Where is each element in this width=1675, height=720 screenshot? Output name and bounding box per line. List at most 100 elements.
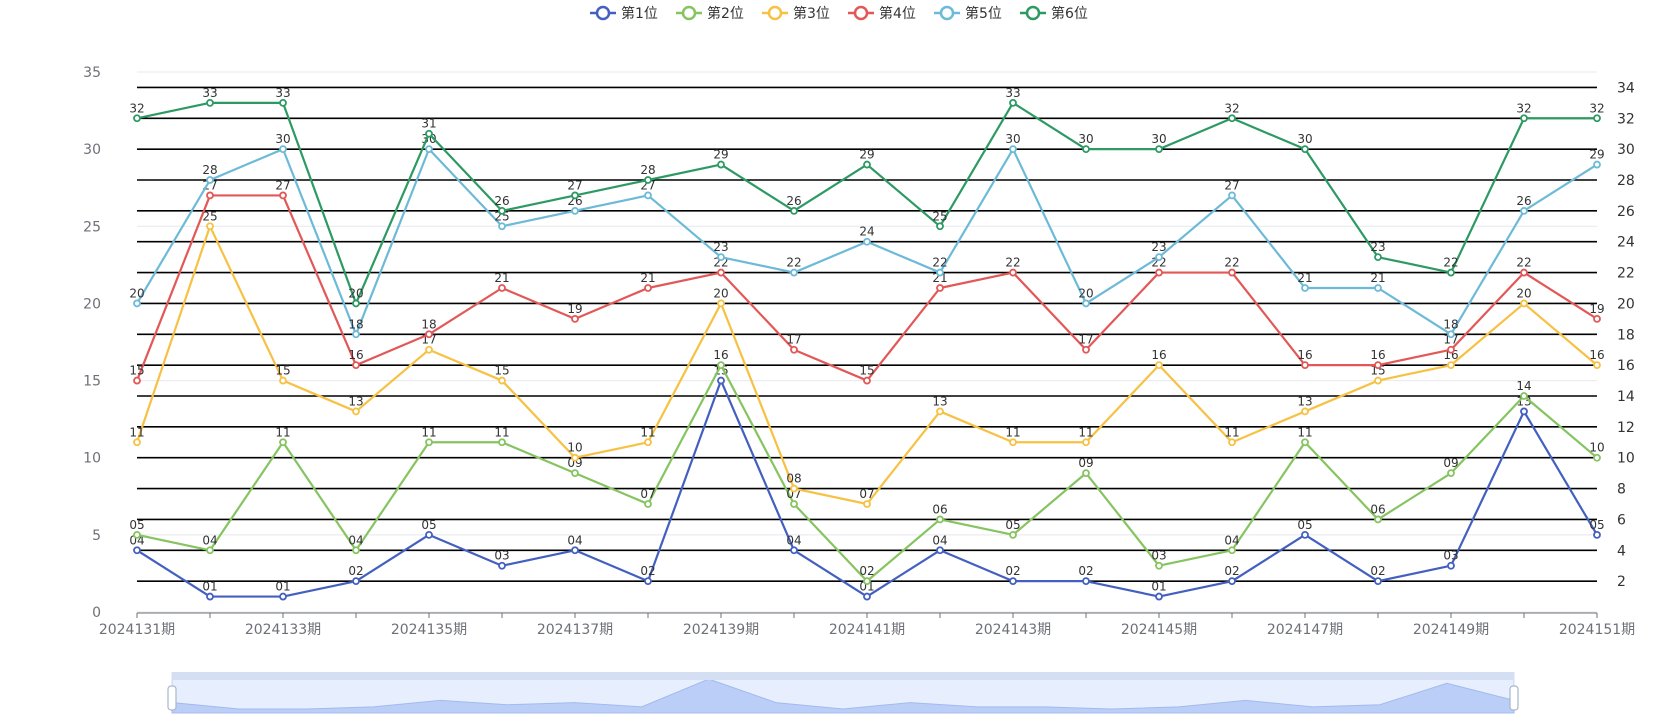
data-point[interactable] [206,592,214,601]
data-point[interactable] [1155,561,1163,570]
data-point[interactable] [1228,191,1236,200]
data-point[interactable] [1155,253,1163,262]
data-point[interactable] [936,284,944,292]
data-point[interactable] [498,376,506,385]
legend[interactable]: 第1位 第2位 第3位 第4位 第5位 第6位 [590,5,1088,22]
data-point[interactable] [790,206,798,215]
data-point[interactable] [279,191,287,200]
data-point[interactable] [352,577,360,586]
data-point[interactable] [1082,145,1090,154]
zoom-move-handle[interactable] [172,672,1514,680]
data-point[interactable] [279,145,287,154]
data-point[interactable] [644,191,652,200]
data-point[interactable] [206,98,214,107]
data-zoom-slider[interactable] [167,672,1519,714]
data-point[interactable] [1374,376,1382,385]
data-point[interactable] [1593,453,1601,462]
data-point[interactable] [717,253,725,262]
data-point[interactable] [498,206,506,215]
data-point[interactable] [498,222,506,231]
data-point[interactable] [1301,361,1309,370]
legend-item[interactable]: 第3位 [762,5,830,22]
data-point[interactable] [206,546,214,555]
data-point[interactable] [1009,438,1017,447]
data-point[interactable] [1228,438,1236,447]
data-point[interactable] [1593,530,1601,539]
data-point[interactable] [1593,314,1601,323]
data-point[interactable] [133,376,141,385]
data-point[interactable] [1228,268,1236,277]
data-point[interactable] [644,438,652,447]
data-point[interactable] [863,592,871,601]
data-point[interactable] [1520,392,1528,400]
data-point[interactable] [279,98,287,107]
data-point[interactable] [1009,577,1017,586]
data-point[interactable] [133,530,141,539]
data-point[interactable] [717,160,725,169]
data-point[interactable] [1447,561,1455,570]
data-point[interactable] [498,561,506,570]
data-point[interactable] [1520,299,1528,308]
data-point[interactable] [279,438,287,447]
data-point[interactable] [352,330,360,339]
legend-item[interactable]: 第6位 [1020,5,1088,22]
data-point[interactable] [133,114,141,123]
data-point[interactable] [1374,284,1382,292]
data-point[interactable] [498,284,506,292]
data-point[interactable] [1447,361,1455,370]
data-point[interactable] [717,268,725,277]
data-point[interactable] [571,191,579,200]
data-point[interactable] [133,299,141,308]
data-point[interactable] [279,592,287,601]
data-point[interactable] [1520,268,1528,277]
data-point[interactable] [425,129,433,138]
data-point[interactable] [863,160,871,169]
zoom-start-handle[interactable] [167,685,177,711]
data-point[interactable] [425,438,433,447]
data-point[interactable] [352,546,360,555]
legend-item[interactable]: 第2位 [676,5,744,22]
data-point[interactable] [206,222,214,231]
data-point[interactable] [644,284,652,292]
data-point[interactable] [1374,253,1382,262]
data-point[interactable] [1228,577,1236,586]
data-point[interactable] [1009,268,1017,277]
data-point[interactable] [936,268,944,277]
data-point[interactable] [1009,145,1017,154]
data-point[interactable] [571,546,579,555]
data-point[interactable] [571,206,579,215]
data-point[interactable] [717,376,725,385]
data-point[interactable] [1228,546,1236,555]
data-point[interactable] [863,577,871,586]
data-point[interactable] [863,500,871,508]
data-point[interactable] [790,500,798,508]
data-point[interactable] [1082,299,1090,308]
data-point[interactable] [1593,361,1601,370]
data-point[interactable] [936,546,944,555]
data-point[interactable] [1520,407,1528,416]
data-point[interactable] [790,484,798,493]
data-point[interactable] [1593,114,1601,123]
data-point[interactable] [936,222,944,231]
data-point[interactable] [1301,284,1309,292]
data-point[interactable] [1009,530,1017,539]
data-point[interactable] [1155,268,1163,277]
data-point[interactable] [279,376,287,385]
data-point[interactable] [1447,469,1455,478]
data-point[interactable] [571,469,579,478]
data-point[interactable] [352,299,360,308]
data-point[interactable] [644,500,652,508]
data-point[interactable] [1301,145,1309,154]
data-point[interactable] [425,330,433,339]
data-point[interactable] [1447,330,1455,339]
data-point[interactable] [936,515,944,524]
data-point[interactable] [425,145,433,154]
data-point[interactable] [1082,438,1090,447]
data-point[interactable] [425,345,433,354]
data-point[interactable] [571,314,579,323]
data-point[interactable] [717,299,725,308]
data-point[interactable] [1082,577,1090,586]
data-point[interactable] [133,546,141,555]
data-point[interactable] [206,176,214,184]
data-point[interactable] [206,191,214,200]
